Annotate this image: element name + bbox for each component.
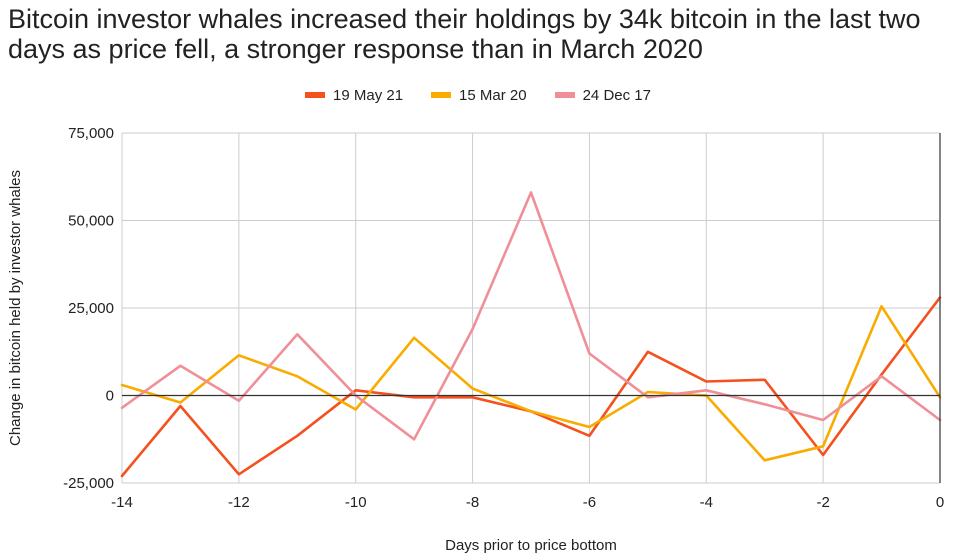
- y-tick-label: -25,000: [63, 475, 114, 492]
- grid-layer: [121, 132, 940, 484]
- y-tick-label: 75,000: [68, 125, 114, 142]
- legend-swatch-19-may-21: [305, 92, 325, 98]
- legend-label-19-may-21: 19 May 21: [333, 86, 404, 104]
- legend-swatch-15-mar-20: [431, 92, 452, 98]
- y-tick-label: 50,000: [68, 213, 114, 230]
- y-axis-title: Change in bitcoin held by investor whale…: [7, 170, 24, 446]
- legend-item-24-dec-17: 24 Dec 17: [554, 86, 651, 104]
- series-line-19-may-21: [120, 296, 942, 478]
- y-tick-label: 0: [106, 388, 114, 405]
- x-tick-label: -4: [700, 494, 713, 511]
- y-tick-label: 25,000: [68, 300, 114, 317]
- series-line-24-dec-17: [120, 191, 942, 441]
- legend-item-15-mar-20: 15 Mar 20: [431, 87, 527, 104]
- legend-label-15-mar-20: 15 Mar 20: [459, 86, 527, 104]
- x-tick-label: -6: [583, 494, 596, 511]
- axis-layer: -25,000 0 25,000 50,000 75,000 -14 -12 -10 -8 -6 -…: [63, 125, 944, 511]
- x-tick-label: 0: [936, 494, 944, 511]
- chart-legend: 19 May 21 15 Mar 20 24 Dec 17: [0, 84, 956, 106]
- x-tick-label: -2: [816, 494, 829, 511]
- x-tick-label: -12: [228, 494, 250, 511]
- series-layer: [120, 191, 942, 478]
- legend-item-19-may-21: 19 May 21: [305, 87, 403, 104]
- x-axis-title: Days prior to price bottom: [445, 537, 617, 554]
- x-tick-label: -14: [111, 494, 133, 511]
- x-tick-label: -10: [345, 494, 367, 511]
- legend-swatch-24-dec-17: [554, 92, 575, 98]
- chart-title: Bitcoin investor whales increased their …: [8, 4, 921, 64]
- series-line-15-mar-20: [120, 304, 942, 462]
- legend-label-24-dec-17: 24 Dec 17: [582, 86, 651, 104]
- x-tick-label: -8: [466, 494, 479, 511]
